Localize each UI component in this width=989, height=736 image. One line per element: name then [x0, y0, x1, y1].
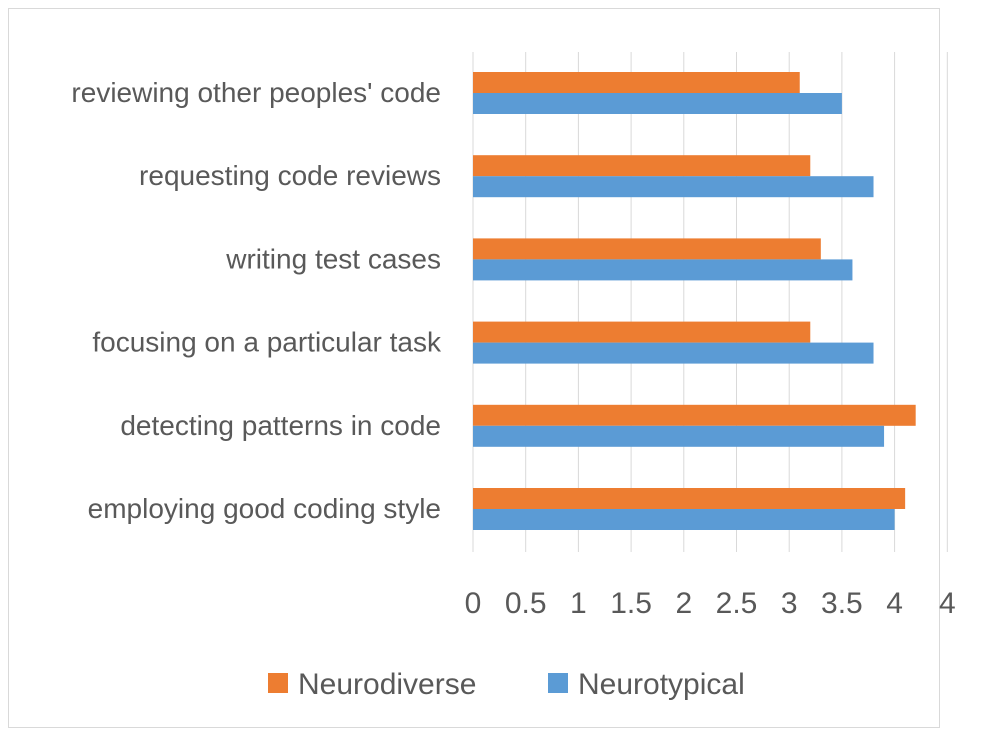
x-tick-label: 3.5 — [821, 587, 863, 620]
category-label: employing good coding style — [88, 493, 441, 524]
bar-neurodiverse — [473, 488, 906, 509]
bar-neurotypical — [473, 259, 853, 281]
category-label: detecting patterns in code — [120, 410, 441, 441]
legend-swatch-neurotypical — [548, 673, 568, 693]
x-tick-label: 0 — [465, 587, 482, 620]
bar-neurodiverse — [473, 404, 916, 426]
category-label: focusing on a particular task — [92, 327, 442, 358]
category-label: requesting code reviews — [139, 160, 441, 191]
legend-label-neurotypical: Neurotypical — [578, 668, 745, 701]
legend-label-neurodiverse: Neurodiverse — [298, 668, 476, 701]
bar-neurotypical — [473, 425, 885, 447]
category-label: writing test cases — [225, 243, 441, 274]
x-tick-label: 1.5 — [610, 587, 652, 620]
bar-neurodiverse — [473, 72, 800, 93]
bar-neurotypical — [473, 93, 842, 114]
chart-frame — [8, 8, 940, 728]
bar-neurodiverse — [473, 155, 811, 177]
category-label: reviewing other peoples' code — [71, 77, 441, 108]
x-tick-label: 4 — [886, 587, 903, 620]
bar-neurotypical — [473, 176, 874, 198]
bar-neurodiverse — [473, 321, 811, 343]
legend-swatch-neurodiverse — [268, 673, 288, 693]
x-tick-label: 2.5 — [716, 587, 758, 620]
bar-neurodiverse — [473, 238, 821, 260]
x-tick-label: 0.5 — [505, 587, 547, 620]
x-tick-label: 3 — [781, 587, 798, 620]
x-tick-label: 1 — [570, 587, 587, 620]
x-tick-label: 2 — [675, 587, 692, 620]
x-tick-label: 4 — [939, 587, 956, 620]
bar-neurotypical — [473, 509, 895, 530]
bar-neurotypical — [473, 342, 874, 364]
